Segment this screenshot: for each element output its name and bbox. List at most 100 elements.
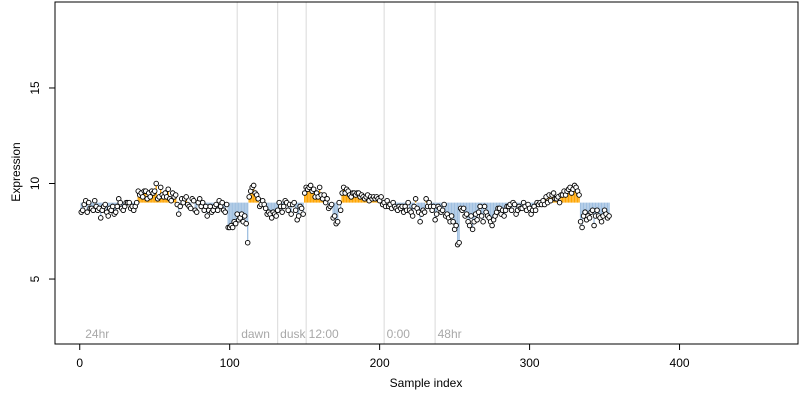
data-point [168, 197, 174, 204]
data-point [246, 194, 252, 200]
data-point [579, 224, 585, 231]
data-point [165, 186, 171, 192]
y-axis-title: Expression [9, 142, 23, 201]
data-point [448, 213, 455, 219]
y-axis: 5 10 15 [28, 81, 56, 282]
data-point [417, 218, 423, 225]
y-tick-label: 15 [28, 81, 42, 95]
data-point [556, 199, 563, 206]
phase-dividers [236, 2, 436, 344]
data-point [463, 211, 470, 217]
phase-label: 0:00 [387, 327, 411, 341]
data-point [175, 211, 182, 217]
data-point [532, 207, 539, 214]
data-point [193, 209, 200, 215]
data-point [508, 207, 515, 214]
phase-labels: 24hr dawn dusk 12:00 0:00 48hr [85, 327, 461, 341]
data-point [133, 199, 140, 206]
data-point [598, 218, 605, 225]
data-point [292, 207, 299, 214]
data-point [295, 213, 302, 219]
data-point [79, 207, 86, 214]
data-point [331, 213, 338, 219]
data-point [288, 211, 294, 217]
data-point [196, 196, 203, 202]
data-point [576, 192, 582, 198]
data-point [481, 203, 488, 210]
data-point [126, 199, 132, 206]
data-point [109, 203, 116, 210]
data-point [409, 213, 416, 219]
data-point [280, 203, 287, 210]
data-point [582, 209, 588, 215]
data-point [300, 211, 306, 217]
data-point [285, 207, 291, 214]
data-point [577, 218, 584, 225]
data-point [433, 211, 440, 217]
data-point [480, 218, 486, 225]
data-point [474, 217, 480, 223]
x-tick-label: 300 [520, 356, 540, 370]
data-point [204, 213, 210, 219]
data-point [439, 207, 446, 214]
data-point [334, 218, 341, 225]
data-point [241, 213, 248, 219]
data-point [213, 201, 219, 208]
x-axis-title: Sample index [390, 376, 463, 390]
x-tick-label: 100 [220, 356, 240, 370]
data-point [589, 207, 596, 214]
data-point [279, 209, 285, 215]
data-point [421, 209, 428, 215]
data-point [147, 194, 153, 200]
data-point [412, 196, 419, 202]
x-tick-label: 0 [76, 356, 83, 370]
data-point [190, 197, 197, 204]
data-point [151, 188, 158, 194]
phase-label: dawn [241, 327, 270, 341]
data-point [337, 207, 344, 214]
data-point [139, 194, 146, 200]
data-point [468, 213, 474, 219]
data-point [84, 209, 90, 215]
data-point [232, 220, 239, 227]
data-point [324, 196, 330, 202]
data-point [301, 190, 308, 196]
data-point [310, 186, 317, 192]
data-point [453, 222, 459, 229]
data-point [153, 180, 159, 187]
data-point [547, 197, 554, 204]
data-point [321, 192, 327, 198]
data-point [274, 207, 281, 214]
data-point [405, 199, 411, 206]
y-tick-label: 5 [28, 275, 42, 282]
data-point [511, 201, 518, 208]
data-point [219, 199, 225, 206]
data-point [501, 213, 507, 219]
data-point [255, 196, 261, 202]
x-tick-label: 400 [670, 356, 690, 370]
data-point [262, 205, 269, 212]
data-point [450, 218, 456, 225]
data-point [214, 207, 221, 214]
data-point [384, 197, 390, 204]
data-point [243, 220, 249, 227]
data-point [456, 239, 462, 246]
phase-label: 12:00 [309, 327, 339, 341]
data-point [105, 213, 111, 219]
data-point [114, 203, 120, 210]
data-point [223, 201, 230, 208]
data-point [378, 194, 384, 200]
phase-label: 24hr [85, 327, 109, 341]
data-point [475, 209, 482, 215]
data-point [586, 215, 593, 221]
data-points [78, 180, 612, 248]
data-point [273, 213, 279, 219]
data-point [244, 239, 251, 246]
x-axis: 0 100 200 300 400 [76, 343, 690, 370]
data-point [112, 209, 119, 215]
data-point [489, 222, 495, 229]
data-point [460, 205, 467, 212]
y-tick-label: 10 [28, 177, 42, 191]
data-point [328, 201, 335, 208]
data-point [594, 207, 600, 214]
